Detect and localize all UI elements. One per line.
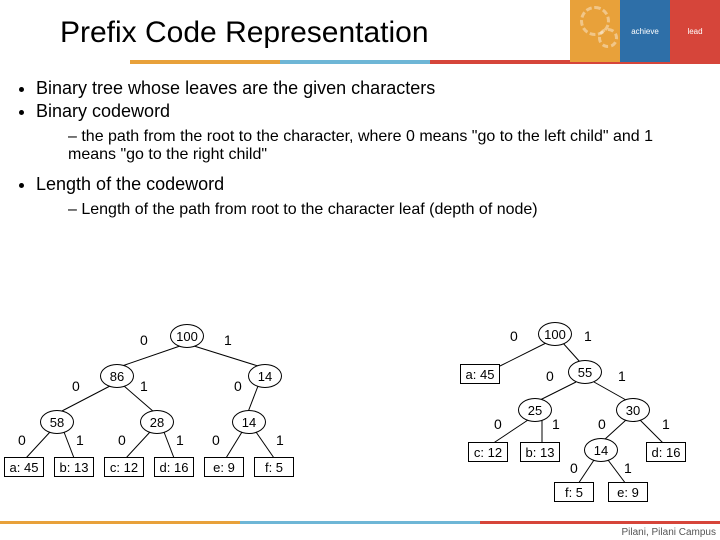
tree-node: b: 13	[520, 442, 560, 462]
footer-divider	[0, 521, 720, 524]
content-bullets: Binary tree whose leaves are the given c…	[0, 64, 720, 229]
edge-label: 1	[276, 432, 284, 448]
edge-label: 0	[118, 432, 126, 448]
tree-node: d: 16	[646, 442, 686, 462]
logo-area: achieve lead	[570, 0, 720, 62]
edge-label: 0	[140, 332, 148, 348]
tree-node: 30	[616, 398, 650, 422]
edge-label: 1	[584, 328, 592, 344]
tree-node: 100	[170, 324, 204, 348]
tree-node: 25	[518, 398, 552, 422]
tree-node: b: 13	[54, 457, 94, 477]
sub-bullet-1: the path from the root to the character,…	[68, 128, 696, 164]
bullet-3: Length of the codeword	[36, 174, 696, 195]
tree-node: 55	[568, 360, 602, 384]
tree-node: d: 16	[154, 457, 194, 477]
edge-label: 1	[140, 378, 148, 394]
footer-text: Pilani, Pilani Campus	[622, 527, 717, 538]
tree-diagrams: 1008614582814a: 45b: 13c: 12d: 16e: 9f: …	[0, 322, 720, 522]
tree-node: a: 45	[460, 364, 500, 384]
edge-label: 1	[552, 416, 560, 432]
tree-node: f: 5	[254, 457, 294, 477]
edge-label: 0	[234, 378, 242, 394]
tree-node: 86	[100, 364, 134, 388]
tree-node: f: 5	[554, 482, 594, 502]
tree-node: a: 45	[4, 457, 44, 477]
edge-label: 1	[224, 332, 232, 348]
tree-node: 14	[584, 438, 618, 462]
tree-node: e: 9	[608, 482, 648, 502]
edge-label: 1	[176, 432, 184, 448]
edge-label: 0	[510, 328, 518, 344]
edge-label: 0	[570, 460, 578, 476]
edge-label: 0	[18, 432, 26, 448]
edge-label: 1	[624, 460, 632, 476]
edge-label: 0	[598, 416, 606, 432]
tree-node: e: 9	[204, 457, 244, 477]
edge-label: 1	[76, 432, 84, 448]
bullet-1: Binary tree whose leaves are the given c…	[36, 78, 696, 99]
tree-node: c: 12	[468, 442, 508, 462]
tree-node: 28	[140, 410, 174, 434]
edge-label: 0	[212, 432, 220, 448]
tree-node: 58	[40, 410, 74, 434]
tree-node: c: 12	[104, 457, 144, 477]
edge-label: 0	[546, 368, 554, 384]
bullet-2: Binary codeword	[36, 101, 696, 122]
edge-label: 0	[72, 378, 80, 394]
logo-block-innovate	[570, 0, 620, 62]
sub-bullet-2: Length of the path from root to the char…	[68, 201, 696, 219]
edge-label: 1	[662, 416, 670, 432]
tree-node: 14	[248, 364, 282, 388]
logo-block-lead: lead	[670, 0, 720, 62]
edge-label: 1	[618, 368, 626, 384]
tree-node: 14	[232, 410, 266, 434]
edge-label: 0	[494, 416, 502, 432]
logo-block-achieve: achieve	[620, 0, 670, 62]
tree-node: 100	[538, 322, 572, 346]
